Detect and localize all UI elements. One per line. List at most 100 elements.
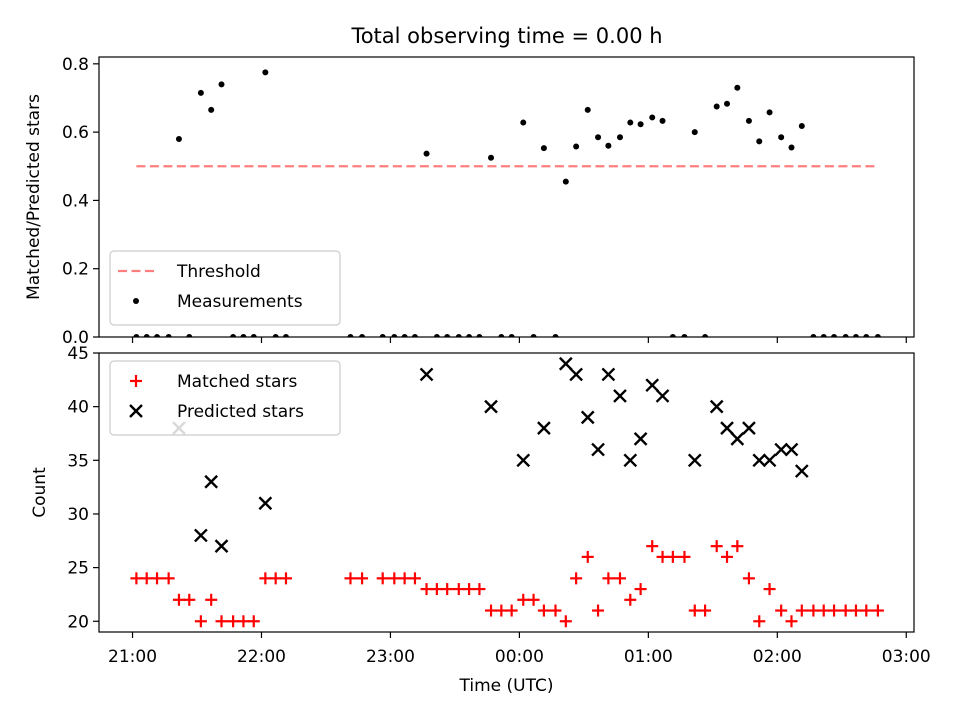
predicted-stars-point bbox=[784, 442, 799, 457]
matched-stars-point bbox=[699, 604, 712, 617]
matched-stars-point bbox=[505, 604, 518, 617]
predicted-stars-point bbox=[613, 389, 627, 403]
y-axis-label: Matched/Predicted stars bbox=[24, 94, 44, 300]
y-tick-label: 20 bbox=[67, 612, 89, 632]
matched-stars-point bbox=[828, 604, 841, 617]
matched-stars-point bbox=[871, 604, 884, 617]
matched-stars-point bbox=[559, 615, 572, 628]
measurement-point bbox=[540, 145, 547, 152]
measurement-point bbox=[573, 143, 580, 150]
predicted-stars-point bbox=[762, 453, 777, 468]
plot-area bbox=[130, 356, 884, 628]
matched-stars-point bbox=[849, 604, 862, 617]
x-tick-label: 01:00 bbox=[624, 647, 673, 667]
y-tick-label: 30 bbox=[67, 505, 89, 525]
predicted-stars-point bbox=[569, 367, 583, 382]
matched-stars-point bbox=[613, 572, 626, 585]
predicted-stars-point bbox=[591, 442, 605, 457]
predicted-stars-point bbox=[730, 431, 745, 446]
y-axis-label: Count bbox=[30, 467, 50, 518]
measurement-point bbox=[756, 138, 763, 145]
matched-stars-point bbox=[817, 604, 830, 617]
matched-stars-point bbox=[452, 583, 465, 596]
matched-stars-point bbox=[570, 572, 583, 585]
measurement-point bbox=[282, 334, 289, 337]
measurement-point bbox=[724, 100, 731, 107]
ratio-panel: 0.0 0.2 0.4 0.6 0.8 Matched/Predicted stars Th… bbox=[24, 55, 915, 348]
measurement-point bbox=[411, 334, 418, 337]
measurement-point bbox=[488, 154, 495, 161]
measurement-point bbox=[831, 334, 838, 337]
measurement-point bbox=[218, 81, 225, 88]
matched-stars-point bbox=[172, 593, 185, 606]
matched-stars-point bbox=[785, 615, 798, 628]
measurement-point bbox=[702, 334, 709, 337]
matched-stars-point bbox=[860, 604, 873, 617]
matched-stars-point bbox=[388, 572, 401, 585]
measurement-point bbox=[562, 178, 569, 185]
measurement-point bbox=[616, 134, 623, 141]
predicted-stars-point bbox=[645, 378, 660, 393]
matched-stars-point bbox=[140, 572, 153, 585]
matched-stars-point bbox=[839, 604, 852, 617]
y-tick-label: 0.8 bbox=[62, 55, 89, 75]
measurement-point bbox=[681, 334, 688, 337]
matched-stars-point bbox=[731, 540, 744, 553]
x-tick-label: 03:00 bbox=[882, 647, 931, 667]
x-axis-label: Time (UTC) bbox=[459, 676, 554, 696]
legend-predicted-swatch bbox=[129, 404, 143, 418]
y-tick-label: 45 bbox=[67, 344, 89, 364]
matched-stars-point bbox=[495, 604, 508, 617]
measurement-point bbox=[595, 134, 602, 141]
predicted-stars-point bbox=[484, 399, 498, 414]
legend-label: Threshold bbox=[176, 262, 261, 282]
matched-stars-point bbox=[485, 604, 498, 617]
legend-measurement-swatch bbox=[133, 298, 139, 304]
x-tick-label: 00:00 bbox=[495, 647, 544, 667]
matched-stars-point bbox=[624, 593, 637, 606]
measurement-point bbox=[154, 334, 161, 337]
matched-stars-point bbox=[408, 572, 421, 585]
matched-stars-point bbox=[130, 572, 143, 585]
predicted-stars-point bbox=[558, 356, 573, 371]
measurement-point bbox=[466, 334, 473, 337]
matched-stars-point bbox=[527, 593, 540, 606]
matched-stars-point bbox=[602, 572, 615, 585]
measurement-point bbox=[552, 334, 559, 337]
measurement-point bbox=[745, 117, 752, 124]
predicted-stars-point bbox=[774, 442, 789, 457]
predicted-stars-point bbox=[258, 496, 273, 511]
matched-stars-point bbox=[194, 615, 207, 628]
matched-stars-point bbox=[537, 604, 550, 617]
matched-stars-point bbox=[430, 583, 443, 596]
matched-stars-point bbox=[666, 550, 679, 563]
matched-stars-point bbox=[279, 572, 292, 585]
matched-stars-point bbox=[247, 615, 260, 628]
measurement-point bbox=[433, 334, 440, 337]
measurement-point bbox=[476, 334, 483, 337]
y-tick-label: 40 bbox=[67, 398, 89, 418]
x-tick-label: 23:00 bbox=[366, 647, 415, 667]
matched-stars-point bbox=[463, 583, 476, 596]
matched-stars-point bbox=[581, 550, 594, 563]
y-tick-label: 0.6 bbox=[62, 123, 89, 143]
predicted-stars-point bbox=[419, 367, 434, 382]
matched-stars-point bbox=[592, 604, 605, 617]
predicted-stars-point bbox=[742, 421, 756, 435]
matched-stars-point bbox=[269, 572, 282, 585]
x-tick-label: 02:00 bbox=[753, 647, 802, 667]
predicted-stars-point bbox=[633, 431, 648, 446]
measurement-point bbox=[788, 144, 795, 151]
matched-stars-point bbox=[742, 572, 755, 585]
y-tick-label: 0.0 bbox=[62, 328, 89, 348]
predicted-stars-point bbox=[214, 539, 229, 554]
measurement-point bbox=[820, 334, 827, 337]
predicted-stars-point bbox=[623, 453, 638, 468]
predicted-stars-point bbox=[204, 474, 219, 489]
measurement-point bbox=[186, 334, 193, 337]
matched-stars-point bbox=[678, 550, 691, 563]
y-tick-label: 25 bbox=[67, 559, 89, 579]
predicted-stars-point bbox=[655, 389, 670, 403]
measurement-point bbox=[637, 121, 644, 128]
